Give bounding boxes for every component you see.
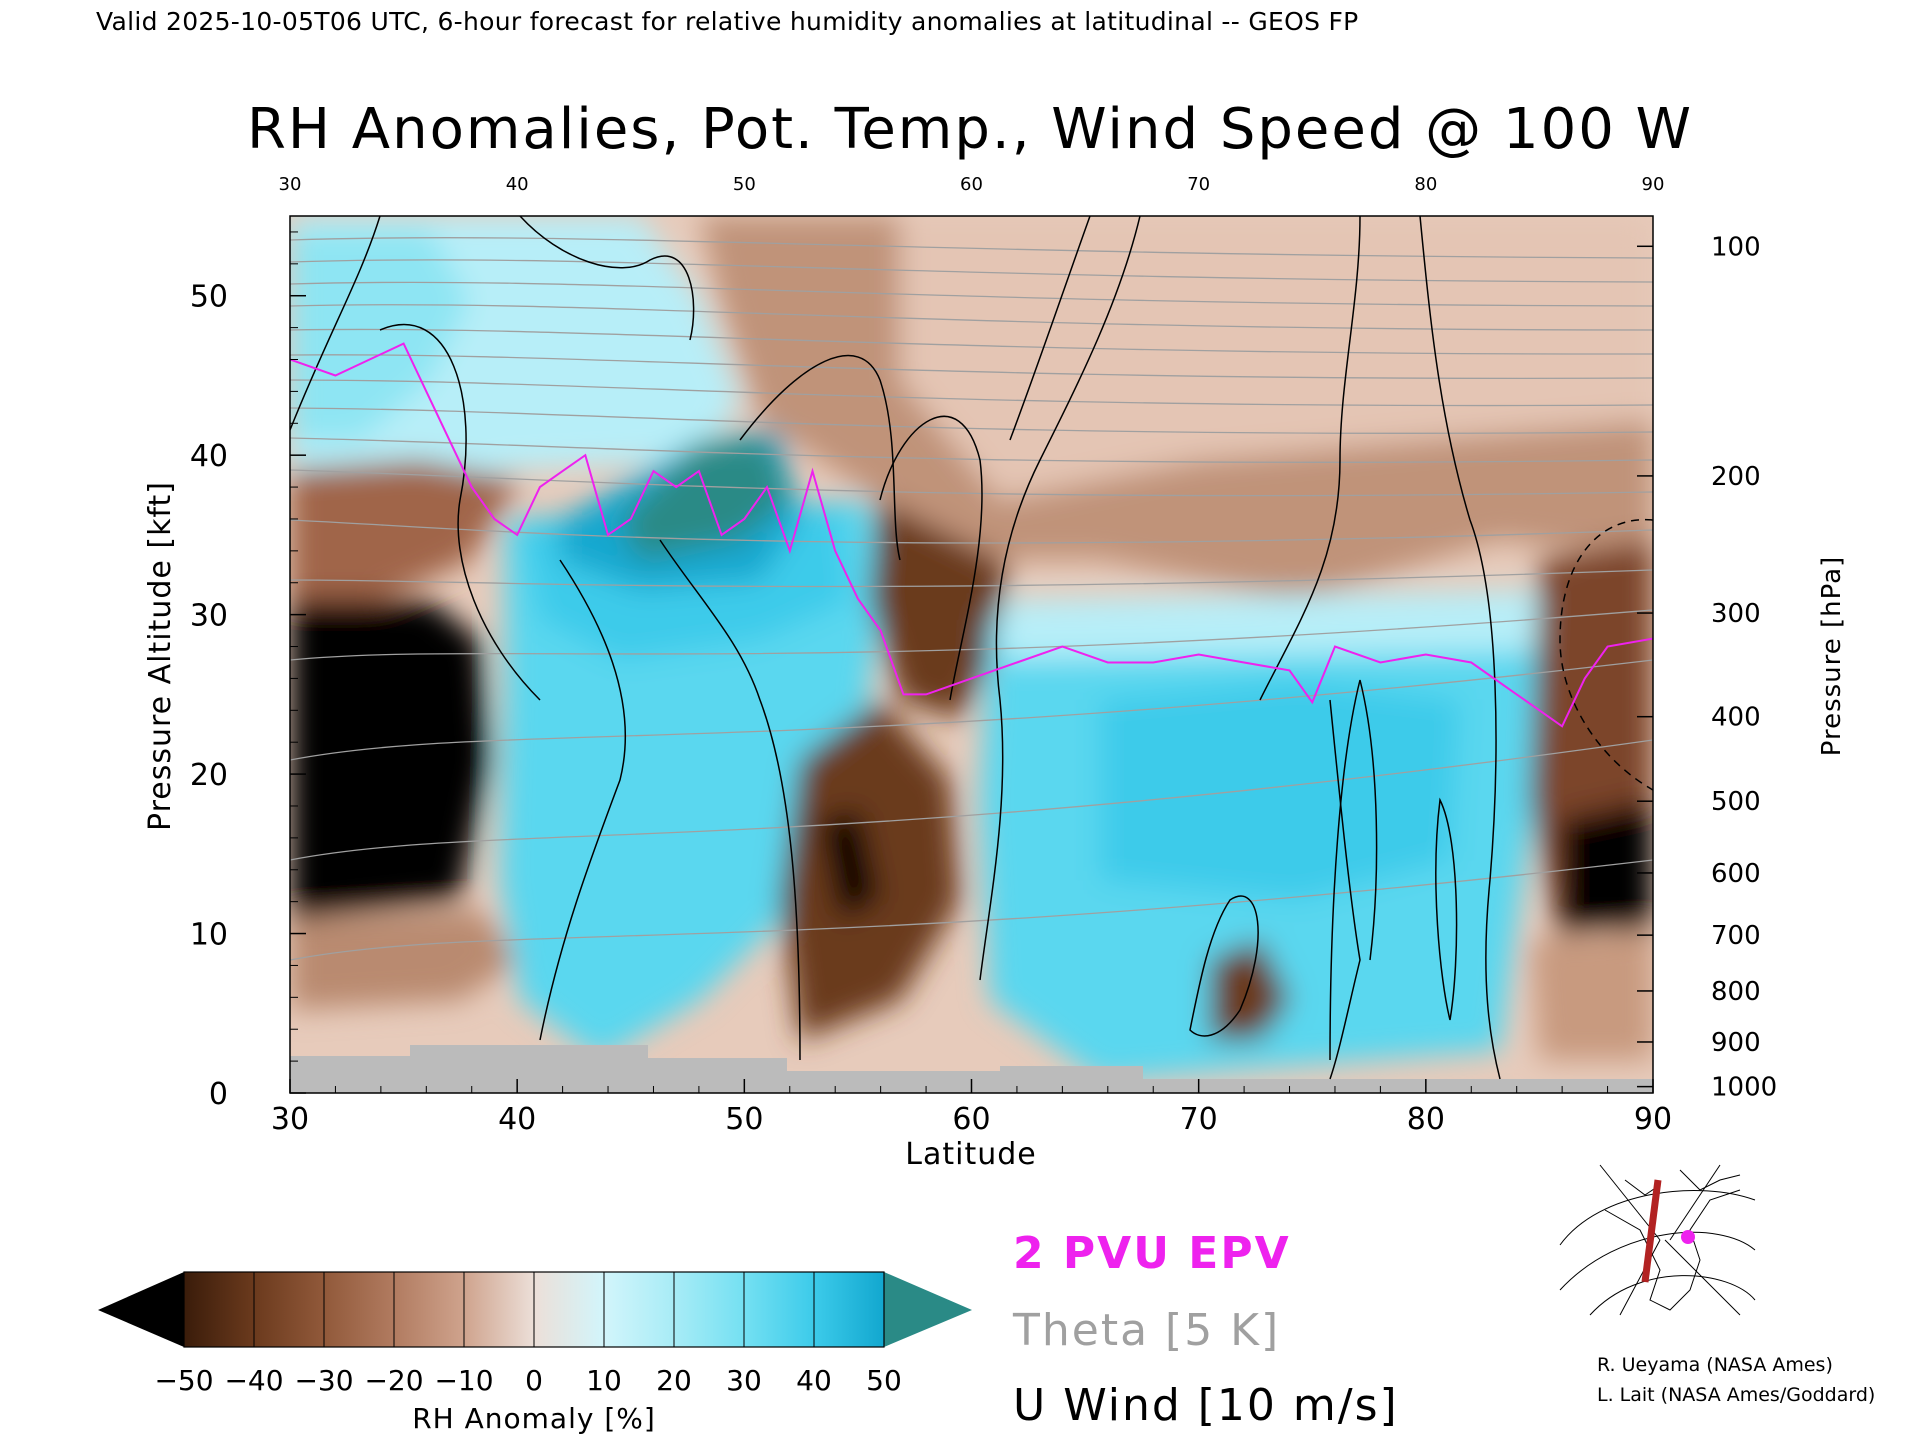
x-tick-label: 50: [725, 1102, 763, 1137]
x-tick-label: 90: [1634, 1102, 1672, 1137]
inset-map: [1555, 1164, 1756, 1316]
x-tick-label: 40: [498, 1102, 536, 1137]
legend-wind: U Wind [10 m/s]: [1013, 1380, 1399, 1431]
y-right-tick-label: 300: [1711, 599, 1761, 629]
y-left-tick-label: 30: [190, 599, 228, 634]
credit-line-1: R. Ueyama (NASA Ames): [1597, 1354, 1833, 1376]
legend: 2 PVU EPV Theta [5 K] U Wind [10 m/s]: [1012, 1228, 1399, 1431]
x-top-tick-label: 30: [279, 174, 302, 195]
x-top-tick-label: 50: [733, 174, 756, 195]
x-top-tick-label: 40: [506, 174, 529, 195]
y-axis-left: 0 10 20 30 40 50: [190, 231, 306, 1112]
y-left-tick-label: 20: [190, 758, 228, 793]
x-top-tick-label: 70: [1187, 174, 1210, 195]
x-tick-label: 30: [271, 1102, 309, 1137]
x-tick-label: 80: [1407, 1102, 1445, 1137]
colorbar-tick-label: 40: [796, 1364, 832, 1397]
wind-contours: [290, 216, 1501, 1080]
x-axis-label: Latitude: [905, 1137, 1036, 1172]
x-top-tick-label: 90: [1642, 174, 1665, 195]
x-top-tick-label: 80: [1414, 174, 1437, 195]
y-right-tick-label: 600: [1711, 859, 1761, 889]
inset-marker: [1681, 1230, 1695, 1244]
y-right-tick-label: 900: [1711, 1028, 1761, 1058]
y-right-tick-label: 700: [1711, 921, 1761, 951]
colorbar-ticks: −50 −40 −30 −20 −10 0 10 20 30 40 50: [154, 1364, 901, 1397]
y-left-tick-label: 50: [190, 280, 228, 315]
y-axis-right: 100 200 300 400 500 600 700 800 900 1000: [1637, 232, 1777, 1103]
chart-title: RH Anomalies, Pot. Temp., Wind Speed @ 1…: [247, 97, 1693, 162]
colorbar-tick-label: −30: [294, 1364, 353, 1397]
y-right-tick-label: 400: [1711, 703, 1761, 733]
colorbar-tick-label: 0: [525, 1364, 543, 1397]
legend-epv: 2 PVU EPV: [1013, 1228, 1291, 1279]
epv-2pvu-line: [290, 342, 1653, 728]
y-left-tick-label: 0: [209, 1077, 228, 1112]
rh-anomaly-field: [290, 216, 1653, 1093]
colorbar-tick-label: 20: [656, 1364, 692, 1397]
y-right-tick-label: 100: [1711, 232, 1761, 262]
y-right-tick-label: 500: [1711, 787, 1761, 817]
x-tick-label: 70: [1180, 1102, 1218, 1137]
colorbar-tick-label: −20: [364, 1364, 423, 1397]
colorbar-dividers: [253, 1272, 815, 1347]
colorbar-over-arrow: [884, 1272, 972, 1347]
x-axis-top: 30 40 50 60 70 80 90: [279, 174, 1665, 195]
y-left-tick-label: 40: [190, 439, 228, 474]
y-right-tick-label: 1000: [1711, 1073, 1777, 1103]
y-axis-right-label: Pressure [hPa]: [1817, 556, 1847, 757]
y-axis-left-label: Pressure Altitude [kft]: [143, 481, 178, 831]
colorbar-tick-label: −10: [434, 1364, 493, 1397]
inset-section-line: [1641, 1179, 1662, 1283]
y-right-tick-label: 200: [1711, 462, 1761, 492]
colorbar-tick-label: −40: [224, 1364, 283, 1397]
colorbar-tick-label: 50: [866, 1364, 902, 1397]
colorbar-label: RH Anomaly [%]: [412, 1402, 656, 1435]
credit-line-2: L. Lait (NASA Ames/Goddard): [1597, 1384, 1875, 1406]
colorbar: −50 −40 −30 −20 −10 0 10 20 30 40 50 RH Anomaly [%…: [98, 1271, 972, 1435]
wind-dashed-contour: [1559, 518, 1654, 791]
colorbar-under-arrow: [98, 1272, 184, 1347]
legend-theta: Theta [5 K]: [1012, 1305, 1280, 1356]
colorbar-tick-label: 30: [726, 1364, 762, 1397]
header-text: Valid 2025-10-05T06 UTC, 6-hour forecast…: [96, 7, 1359, 36]
x-top-tick-label: 60: [960, 174, 983, 195]
terrain-mask: [290, 1045, 1653, 1093]
colorbar-tick-label: −50: [154, 1364, 213, 1397]
y-right-tick-label: 800: [1711, 977, 1761, 1007]
y-left-tick-label: 10: [190, 918, 228, 953]
x-tick-label: 60: [952, 1102, 990, 1137]
theta-contours: [290, 237, 1653, 961]
x-axis: 30 40 50 60 70 80 90: [271, 1079, 1672, 1137]
colorbar-tick-label: 10: [586, 1364, 622, 1397]
